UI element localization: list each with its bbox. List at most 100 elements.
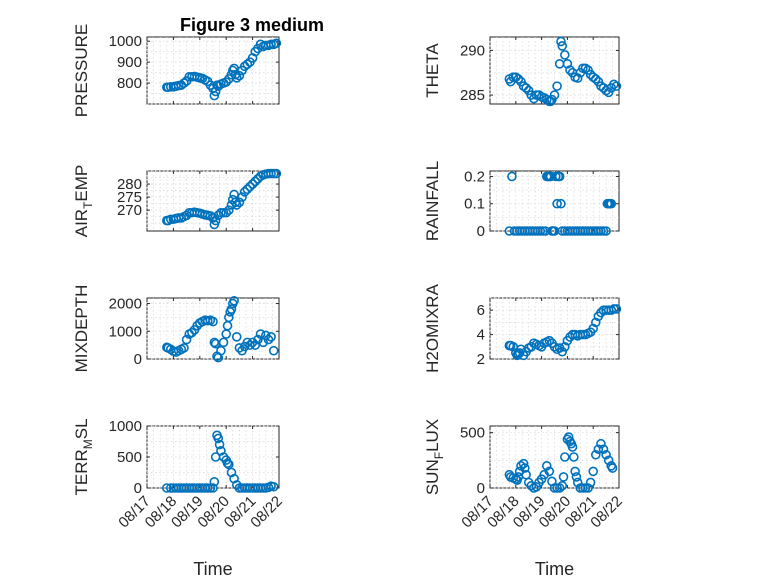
data-point bbox=[552, 81, 562, 91]
data-point bbox=[268, 345, 279, 356]
data-point bbox=[222, 458, 233, 469]
y-tick-label: 270 bbox=[117, 202, 142, 219]
data-point bbox=[590, 449, 601, 460]
y-tick-label: 800 bbox=[117, 75, 142, 92]
data-point bbox=[242, 184, 253, 195]
data-point bbox=[209, 90, 220, 101]
data-point bbox=[179, 78, 189, 88]
data-point bbox=[588, 466, 599, 477]
data-point bbox=[221, 207, 231, 218]
data-point bbox=[234, 343, 245, 353]
data-point bbox=[179, 343, 189, 353]
data-point bbox=[212, 80, 222, 90]
y-tick-label: 4 bbox=[477, 327, 485, 344]
data-point bbox=[255, 329, 266, 339]
data-point bbox=[588, 323, 599, 334]
data-point bbox=[572, 73, 583, 83]
data-point bbox=[518, 458, 529, 469]
data-point bbox=[231, 200, 242, 210]
data-point bbox=[507, 171, 517, 182]
y-axis-label: TERRMSL bbox=[72, 418, 95, 495]
data-point bbox=[541, 461, 552, 471]
data-point bbox=[558, 472, 569, 482]
y-tick-label: 2 bbox=[477, 351, 485, 368]
data-point bbox=[556, 36, 566, 47]
data-point bbox=[208, 213, 218, 223]
data-point bbox=[585, 477, 596, 488]
subplot-rainfall: 0 0.1 0.2 RAINFALL bbox=[423, 161, 620, 241]
data-point bbox=[209, 337, 220, 348]
data-point bbox=[216, 345, 226, 356]
data-point bbox=[224, 459, 234, 470]
data-point bbox=[544, 466, 555, 477]
y-axis-label: THETA bbox=[423, 43, 442, 98]
data-point bbox=[210, 215, 221, 226]
data-point bbox=[611, 81, 622, 91]
data-point bbox=[162, 483, 172, 493]
data-point bbox=[570, 466, 580, 477]
data-point bbox=[603, 455, 614, 466]
subplot-theta: 285 290 THETA bbox=[423, 36, 622, 107]
data-point bbox=[237, 192, 247, 202]
data-point bbox=[526, 480, 537, 491]
data-point bbox=[250, 340, 261, 350]
data-point bbox=[549, 341, 560, 352]
subplot-terr-msl: 0500100008/1708/1808/1908/2008/2108/22TE… bbox=[72, 418, 286, 579]
data-point bbox=[245, 340, 255, 350]
data-point bbox=[234, 70, 245, 81]
y-tick-label: 6 bbox=[477, 302, 485, 319]
data-point bbox=[234, 197, 245, 208]
data-point bbox=[567, 442, 578, 452]
data-point bbox=[601, 449, 611, 460]
y-tick-label: 900 bbox=[117, 54, 142, 71]
data-point bbox=[218, 337, 229, 348]
data-point bbox=[557, 41, 568, 51]
y-tick-label: 1000 bbox=[109, 323, 142, 340]
data-point bbox=[549, 90, 560, 100]
data-point bbox=[263, 334, 274, 345]
data-point bbox=[596, 438, 606, 449]
data-point bbox=[181, 334, 192, 345]
data-point bbox=[557, 480, 568, 491]
data-point bbox=[611, 304, 622, 314]
data-point bbox=[229, 295, 239, 306]
y-tick-label: 285 bbox=[460, 87, 485, 104]
y-tick-label: 500 bbox=[117, 449, 142, 466]
y-tick-label: 2000 bbox=[109, 296, 142, 313]
y-tick-label: 1000 bbox=[109, 33, 142, 50]
x-axis-label: Time bbox=[535, 559, 574, 579]
data-point bbox=[247, 337, 258, 348]
data-point bbox=[601, 226, 611, 236]
data-point bbox=[266, 332, 276, 342]
data-point bbox=[247, 179, 258, 189]
y-tick-label: 1000 bbox=[109, 418, 142, 435]
data-point bbox=[226, 304, 237, 314]
data-point bbox=[557, 346, 568, 357]
data-point bbox=[565, 65, 575, 75]
y-axis-label: PRESSURE bbox=[72, 24, 91, 118]
subplot-mixdepth: 0 1000 2000 MIXDEPTH bbox=[72, 285, 280, 373]
data-point bbox=[209, 476, 220, 487]
data-point bbox=[572, 477, 583, 488]
figure-title: Figure 3 medium bbox=[180, 15, 324, 35]
subplot-h2omixra: 2 4 6 H2OMIXRA bbox=[423, 283, 622, 373]
data-point bbox=[253, 334, 263, 345]
data-point bbox=[187, 327, 197, 338]
y-tick-label: 0.1 bbox=[464, 196, 485, 213]
y-tick-label: 0.2 bbox=[464, 168, 485, 185]
data-point bbox=[598, 444, 609, 455]
data-point bbox=[213, 433, 224, 444]
y-tick-label: 0 bbox=[477, 480, 485, 497]
data-point bbox=[214, 439, 225, 450]
y-tick-label: 290 bbox=[460, 42, 485, 59]
data-point bbox=[560, 341, 570, 352]
data-point bbox=[181, 210, 192, 221]
subplot-pressure: 800 900 1000 PRESSURE bbox=[72, 24, 282, 118]
data-point bbox=[224, 312, 234, 323]
data-point bbox=[521, 83, 531, 93]
y-axis-label: MIXDEPTH bbox=[72, 285, 91, 373]
data-point bbox=[590, 317, 601, 328]
y-axis-label: SUNFLUX bbox=[423, 419, 446, 495]
data-point bbox=[590, 74, 601, 84]
